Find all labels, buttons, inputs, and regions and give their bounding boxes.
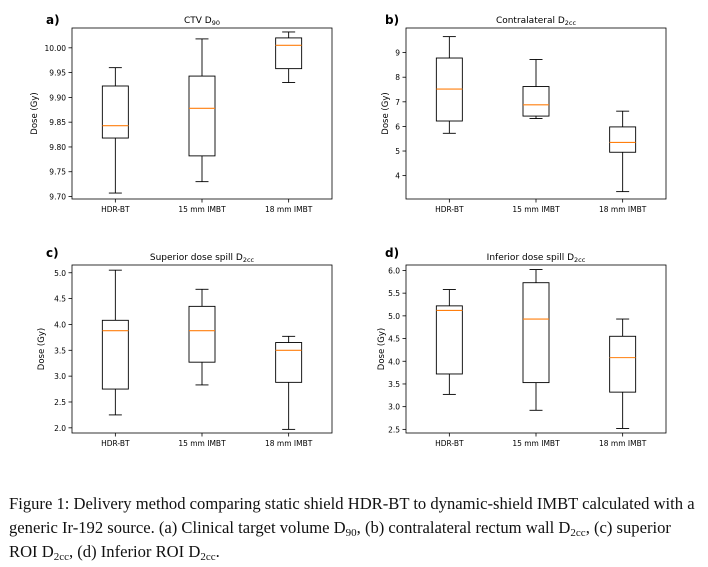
y-tick-label: 2.5	[388, 425, 400, 434]
iqr-box	[275, 37, 303, 70]
iqr-box	[188, 305, 216, 363]
box-3: 18 mm IMBT	[265, 335, 313, 448]
axes-frame	[405, 27, 667, 200]
y-axis-label: Dose (Gy)	[37, 328, 47, 370]
x-tick-label: 15 mm IMBT	[178, 439, 226, 448]
iqr-box	[609, 126, 637, 153]
panel-label: a)	[46, 13, 60, 27]
iqr-box	[522, 282, 550, 384]
y-tick-label: 9.75	[49, 168, 66, 177]
x-tick-label: HDR-BT	[435, 439, 464, 448]
x-tick-label: HDR-BT	[101, 205, 130, 214]
x-tick-label: 18 mm IMBT	[599, 439, 647, 448]
y-tick-label: 2.5	[54, 398, 66, 407]
caption-sub-4: 2cc	[200, 551, 216, 563]
figure-svg: a) CTV D90 Dose (Gy) 9.70 9.75 9.80 9.85 9.90 9.…	[30, 13, 667, 448]
panel-label: d)	[385, 246, 399, 260]
y-axis-label: Dose (Gy)	[30, 92, 40, 134]
caption-text-3: , (c) superior ROI D	[9, 518, 671, 561]
y-tick-label: 2.0	[54, 424, 66, 433]
y-tick-label: 4.5	[388, 335, 400, 344]
y-axis-label: Dose (Gy)	[381, 92, 391, 134]
y-tick-label: 7	[395, 98, 400, 107]
y-tick-label: 10.00	[45, 44, 67, 53]
box-1: HDR-BT	[435, 289, 464, 448]
x-tick-label: 18 mm IMBT	[265, 205, 313, 214]
chart-title: CTV D90	[184, 16, 220, 27]
y-tick-label: 3.5	[388, 380, 400, 389]
panel-label: c)	[46, 246, 59, 260]
y-tick-label: 3.0	[388, 403, 400, 412]
box-3: 18 mm IMBT	[599, 110, 647, 214]
y-tick-label: 6.0	[388, 266, 400, 275]
y-tick-label: 5.5	[388, 289, 400, 298]
caption-sub-3: 2cc	[53, 551, 69, 563]
box-2: 15 mm IMBT	[512, 59, 560, 214]
caption-text-1: Figure 1: Delivery method comparing stat…	[9, 494, 695, 537]
y-tick-label: 3.5	[54, 346, 66, 355]
y-axis-label: Dose (Gy)	[377, 328, 387, 370]
panel-a: a) CTV D90 Dose (Gy) 9.70 9.75 9.80 9.85 9.90 9.…	[30, 13, 333, 214]
iqr-box	[275, 342, 303, 383]
panel-d: d) Inferior dose spill D2cc Dose (Gy) 2.5 3.…	[377, 246, 667, 448]
box-1: HDR-BT	[435, 36, 464, 214]
y-tick-label: 4.0	[388, 357, 400, 366]
x-tick-label: HDR-BT	[435, 205, 464, 214]
y-tick-label: 9.80	[49, 143, 66, 152]
x-tick-label: 18 mm IMBT	[265, 439, 313, 448]
box-2: 15 mm IMBT	[512, 269, 560, 448]
y-tick-label: 9.90	[49, 93, 66, 102]
y-tick-label: 4	[395, 172, 400, 181]
caption-text-4: , (d) Inferior ROI D	[68, 542, 201, 561]
y-tick-label: 4.0	[54, 320, 66, 329]
box-2: 15 mm IMBT	[178, 288, 226, 448]
iqr-box	[101, 319, 129, 390]
iqr-box	[188, 75, 216, 157]
iqr-box	[101, 85, 129, 139]
y-tick-label: 5	[395, 147, 400, 156]
x-tick-label: 15 mm IMBT	[178, 205, 226, 214]
y-tick-label: 9	[395, 49, 400, 58]
y-tick-label: 4.5	[54, 295, 66, 304]
box-3: 18 mm IMBT	[265, 31, 313, 214]
chart-title: Inferior dose spill D2cc	[487, 253, 586, 264]
y-tick-label: 9.70	[49, 193, 66, 202]
iqr-box	[609, 335, 637, 393]
x-tick-label: 18 mm IMBT	[599, 205, 647, 214]
caption-text-2: , (b) contralateral rectum wall D	[356, 518, 571, 537]
figure-caption: Figure 1: Delivery method comparing stat…	[9, 492, 701, 564]
panel-c: c) Superior dose spill D2cc Dose (Gy) 2.0 2.…	[37, 246, 333, 448]
figure-area: a) CTV D90 Dose (Gy) 9.70 9.75 9.80 9.85 9.90 9.…	[30, 13, 667, 448]
box-1: HDR-BT	[101, 269, 130, 448]
y-tick-label: 9.85	[49, 118, 66, 127]
y-tick-label: 9.95	[49, 69, 66, 78]
y-tick-label: 5.0	[54, 269, 66, 278]
x-tick-label: 15 mm IMBT	[512, 205, 560, 214]
y-tick-label: 5.0	[388, 312, 400, 321]
x-tick-label: 15 mm IMBT	[512, 439, 560, 448]
box-3: 18 mm IMBT	[599, 318, 647, 448]
caption-text-5: .	[215, 542, 220, 561]
box-1: HDR-BT	[101, 67, 130, 214]
panel-label: b)	[385, 13, 399, 27]
caption-sub-2: 2cc	[570, 527, 586, 539]
caption-sub-1: 90	[345, 527, 357, 539]
y-tick-label: 6	[395, 122, 400, 131]
panel-b: b) Contralateral D2cc Dose (Gy) 4 5 6 7 8 9 HDR-B…	[381, 13, 667, 214]
y-tick-label: 3.0	[54, 372, 66, 381]
chart-title: Superior dose spill D2cc	[150, 253, 255, 264]
chart-title: Contralateral D2cc	[496, 16, 577, 27]
iqr-box	[435, 305, 463, 375]
y-tick-label: 8	[395, 73, 400, 82]
box-2: 15 mm IMBT	[178, 38, 226, 214]
x-tick-label: HDR-BT	[101, 439, 130, 448]
iqr-box	[522, 86, 550, 117]
